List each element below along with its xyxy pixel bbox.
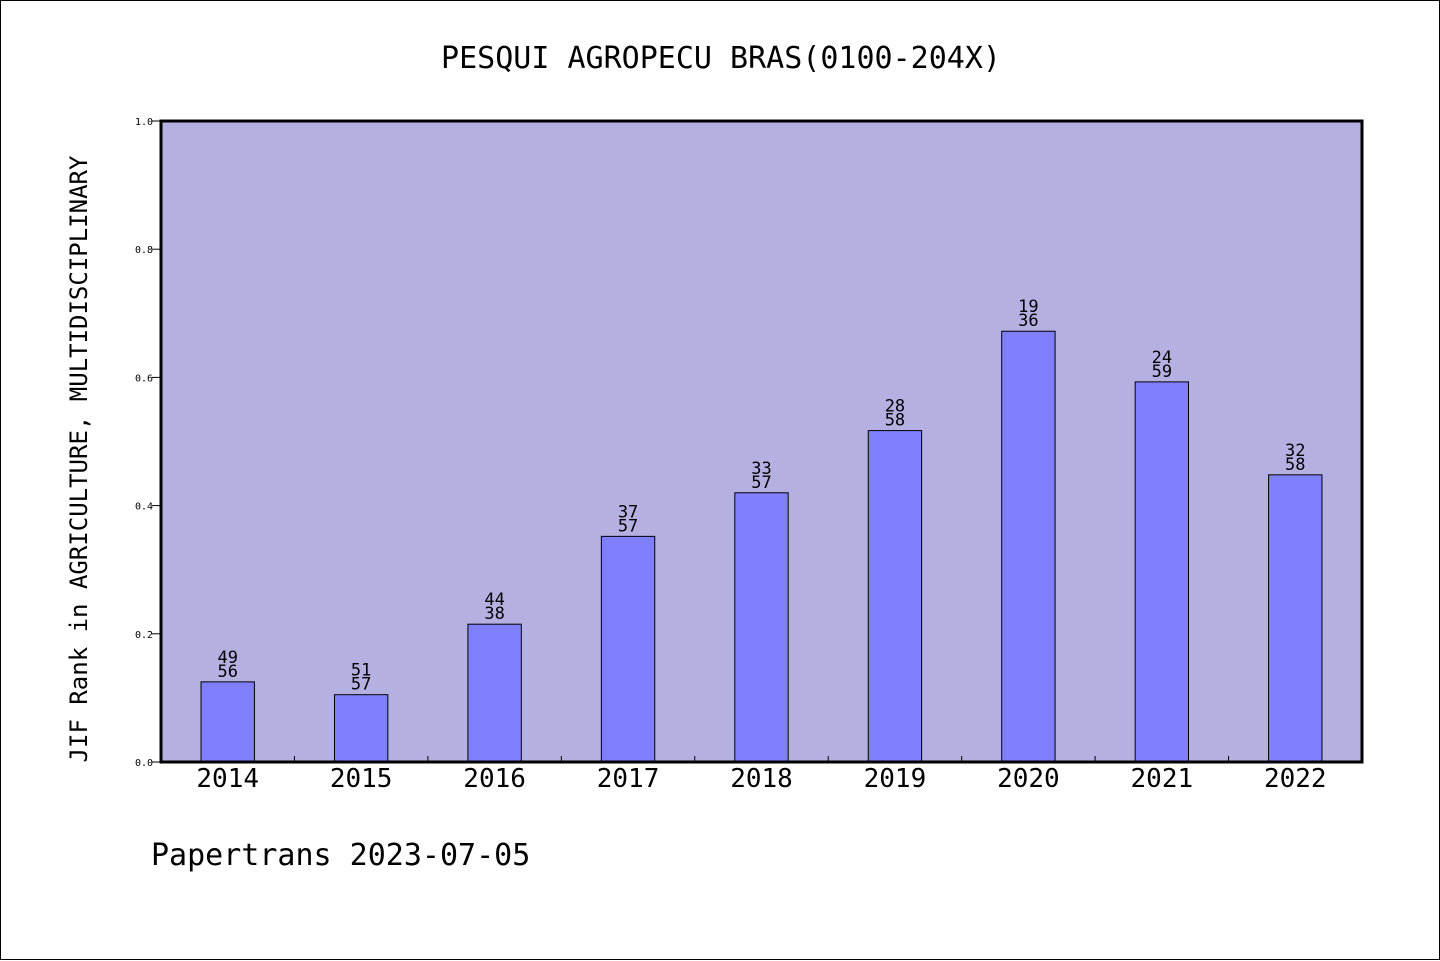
- bar-label-bottom: 56: [217, 662, 237, 682]
- bar-label-bottom: 59: [1152, 362, 1172, 382]
- y-axis-label: JIF Rank in AGRICULTURE, MULTIDISCIPLINA…: [65, 155, 93, 762]
- bar: [1268, 474, 1323, 763]
- x-axis: 2014 2015 2016 2017 2018 2019 2020 2021 2022: [196, 756, 1327, 794]
- y-tick-label: 1.0: [135, 117, 153, 128]
- plot-border: [159, 119, 1364, 764]
- bar: [467, 623, 522, 763]
- bar-label-top: 28: [885, 397, 905, 417]
- chart-title: PESQUI AGROPECU BRAS(0100-204X): [441, 41, 1001, 76]
- bar-label-top: 49: [217, 648, 237, 668]
- bar-label-top: 24: [1152, 348, 1172, 368]
- bar: [1134, 381, 1190, 763]
- bar-label-bottom: 57: [351, 675, 371, 695]
- x-tick-label: 2018: [730, 764, 793, 794]
- x-tick-label: 2017: [597, 764, 660, 794]
- y-axis: 0.0 0.2 0.4 0.6 0.8 1.0: [135, 117, 161, 769]
- bar-label-bottom: 57: [751, 473, 771, 493]
- y-tick-label: 0.6: [135, 373, 153, 384]
- y-tick-label: 0.0: [135, 758, 153, 769]
- bar-label-top: 37: [618, 502, 638, 522]
- x-tick-label: 2019: [864, 764, 927, 794]
- bars-group: [200, 330, 1323, 763]
- x-tick-label: 2014: [196, 764, 259, 794]
- bar: [734, 492, 789, 763]
- bar: [333, 694, 389, 763]
- x-tick-label: 2016: [463, 764, 526, 794]
- y-tick-label: 0.8: [135, 245, 153, 256]
- bar-label-top: 51: [351, 661, 371, 681]
- bar-label-top: 19: [1018, 297, 1038, 317]
- bar-label-bottom: 38: [484, 604, 504, 624]
- x-tick-label: 2022: [1264, 764, 1327, 794]
- bar-label-bottom: 58: [885, 411, 905, 431]
- bar-label-top: 32: [1285, 441, 1305, 461]
- bar-label-top: 44: [484, 590, 504, 610]
- bar: [1001, 330, 1056, 763]
- bar-label-bottom: 57: [618, 516, 638, 536]
- y-tick-label: 0.2: [135, 630, 153, 641]
- y-tick-label: 0.4: [135, 502, 153, 513]
- bar: [867, 430, 923, 763]
- bar-label-top: 33: [751, 459, 771, 479]
- bar-label-bottom: 36: [1018, 311, 1038, 331]
- bar: [200, 681, 255, 763]
- footer-text: Papertrans 2023-07-05: [151, 838, 530, 873]
- x-tick-label: 2015: [330, 764, 393, 794]
- bar-label-bottom: 58: [1285, 455, 1305, 475]
- bar: [600, 535, 656, 763]
- x-tick-label: 2021: [1131, 764, 1194, 794]
- x-tick-label: 2020: [997, 764, 1060, 794]
